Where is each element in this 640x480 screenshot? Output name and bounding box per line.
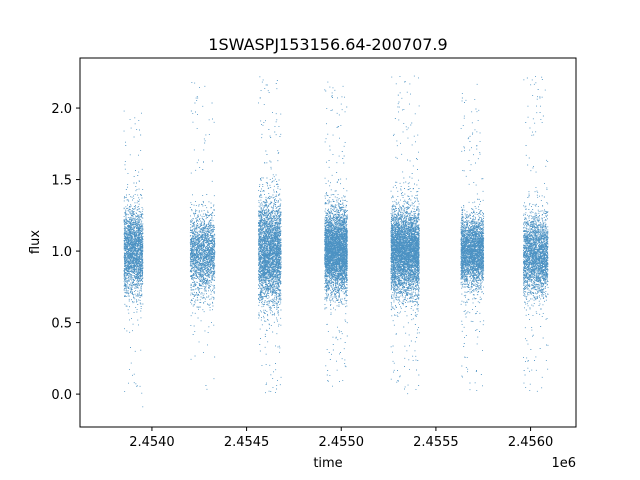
x-tick-label: 2.4545	[224, 435, 270, 450]
x-tick-label: 2.4560	[508, 435, 554, 450]
x-offset-label: 1e6	[551, 456, 576, 471]
point-cluster	[523, 76, 549, 392]
x-tick-label: 2.4555	[413, 435, 459, 450]
y-axis-title: flux	[28, 230, 43, 254]
y-tick-label: 1.5	[51, 174, 72, 189]
x-tick-label: 2.4540	[129, 435, 175, 450]
point-cluster	[189, 81, 216, 390]
point-cluster	[123, 110, 144, 408]
point-cluster	[258, 76, 282, 394]
data-points	[123, 75, 549, 408]
y-tick-label: 0.5	[51, 317, 72, 332]
x-axis-title: time	[313, 456, 342, 471]
y-tick-label: 1.0	[51, 245, 72, 260]
x-tick-label: 2.4550	[319, 435, 365, 450]
y-axis: 0.0 0.5 1.0 1.5 2.0	[51, 102, 80, 403]
point-cluster	[324, 81, 348, 387]
chart-title: 1SWASPJ153156.64-200707.9	[208, 35, 447, 54]
x-axis: 2.4540 2.4545 2.4550 2.4555 2.4560	[129, 427, 553, 450]
point-cluster	[390, 75, 420, 395]
point-cluster	[460, 83, 485, 391]
y-tick-label: 0.0	[51, 388, 72, 403]
y-tick-label: 2.0	[51, 102, 72, 117]
plot-frame	[79, 57, 577, 428]
